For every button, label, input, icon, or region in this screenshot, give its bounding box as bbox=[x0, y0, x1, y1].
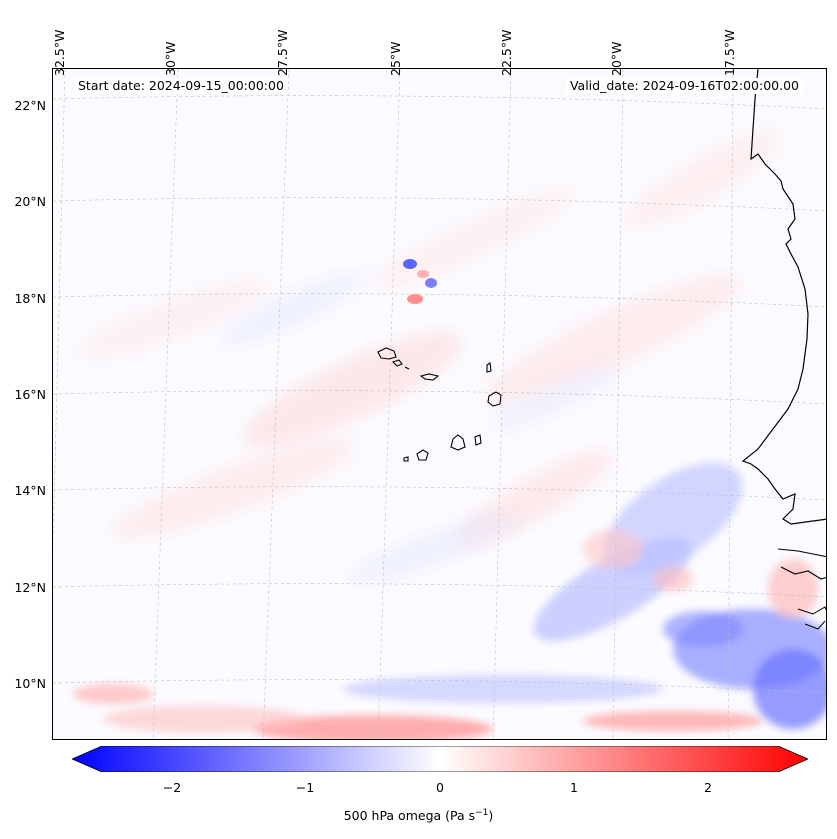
lat-label-20n: 20°N bbox=[14, 194, 46, 209]
map-panel bbox=[52, 68, 827, 740]
dipole-feature bbox=[403, 259, 437, 304]
valid-date-label: Valid_date: 2024-09-16T02:00:00.00 bbox=[565, 78, 803, 94]
lon-label-30w: 30°W bbox=[163, 41, 178, 76]
lat-label-14n: 14°N bbox=[14, 483, 46, 498]
lon-label-25w: 25°W bbox=[388, 41, 403, 76]
colorbar-tick-2: 2 bbox=[704, 780, 712, 795]
colorbar-label-exponent: −1 bbox=[475, 808, 489, 818]
omega-field bbox=[53, 69, 826, 739]
subsidence-band bbox=[73, 559, 818, 739]
negative-omega-patches bbox=[220, 272, 617, 584]
lon-label-20w: 20°W bbox=[609, 41, 624, 76]
lat-label-10n: 10°N bbox=[14, 676, 46, 691]
gambia-river-coast bbox=[777, 548, 826, 558]
bijagos-islands bbox=[797, 606, 826, 630]
lat-label-22n: 22°N bbox=[14, 98, 46, 113]
positive-omega-patches bbox=[78, 130, 782, 548]
colorbar bbox=[72, 746, 808, 772]
lon-label-27-5w: 27.5°W bbox=[275, 29, 290, 76]
colorbar-label-text: 500 hPa omega (Pa s bbox=[343, 808, 476, 824]
africa-coastline bbox=[741, 69, 826, 525]
cape-verde-islands bbox=[377, 347, 502, 462]
colorbar-tick-neg2: −2 bbox=[162, 780, 182, 795]
lon-label-22-5w: 22.5°W bbox=[499, 29, 514, 76]
start-date-label: Start date: 2024-09-15_00:00:00 bbox=[74, 78, 288, 94]
guinea-bissau-coast bbox=[780, 566, 826, 580]
lon-label-17-5w: 17.5°W bbox=[722, 29, 737, 76]
lat-label-18n: 18°N bbox=[14, 291, 46, 306]
colorbar-tick-neg1: −1 bbox=[295, 780, 315, 795]
colorbar-tick-1: 1 bbox=[570, 780, 578, 795]
graticule bbox=[53, 69, 826, 739]
lat-label-12n: 12°N bbox=[14, 580, 46, 595]
ascent-region bbox=[343, 462, 826, 729]
lat-label-16n: 16°N bbox=[14, 387, 46, 402]
colorbar-label: 500 hPa omega (Pa s−1) bbox=[0, 808, 837, 823]
colorbar-label-close: ) bbox=[488, 808, 494, 824]
lon-label-32-5w: 32.5°W bbox=[52, 29, 67, 76]
colorbar-tick-0: 0 bbox=[436, 780, 444, 795]
